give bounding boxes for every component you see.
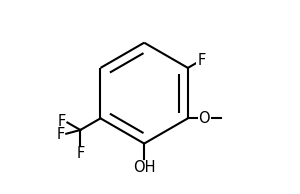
Text: F: F: [197, 53, 206, 68]
Text: F: F: [56, 127, 64, 142]
Text: OH: OH: [133, 160, 155, 175]
Text: O: O: [199, 111, 210, 126]
Text: F: F: [76, 146, 85, 161]
Text: F: F: [58, 114, 66, 129]
